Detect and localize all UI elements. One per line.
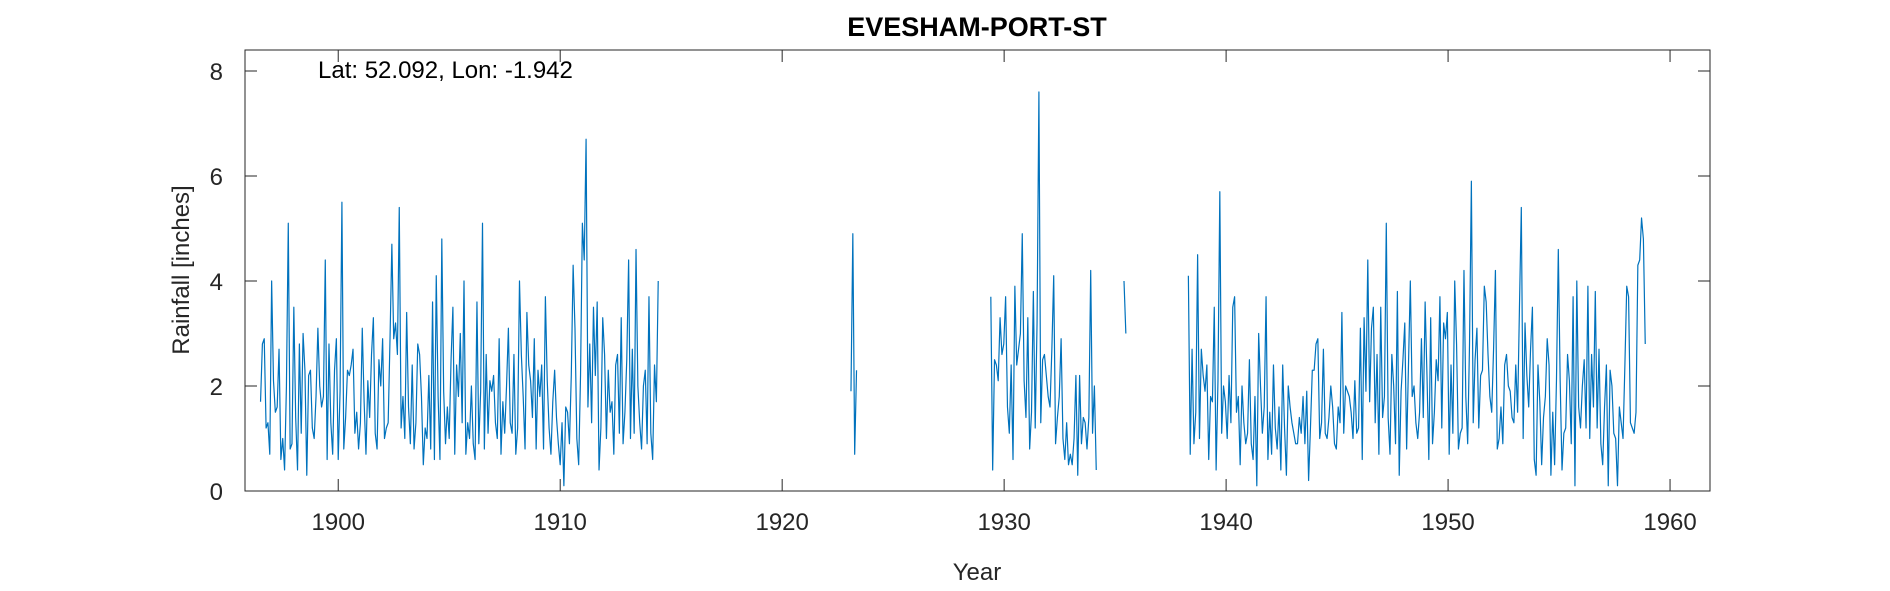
plot-area: 1900 1910 1920 1930 1940 1950 1960 0 2 4 6 8 bbox=[210, 49, 1711, 536]
y-axis-label: Rainfall [inches] bbox=[168, 185, 195, 354]
x-tick-label: 1940 bbox=[1199, 509, 1252, 536]
rainfall-line-segment bbox=[990, 91, 1097, 476]
x-axis-label: Year bbox=[953, 559, 1002, 586]
x-tick-label: 1960 bbox=[1643, 509, 1696, 536]
y-tick-label: 0 bbox=[210, 479, 223, 506]
y-tick-label: 2 bbox=[210, 374, 223, 401]
x-tick-label: 1950 bbox=[1421, 509, 1474, 536]
y-tick-label: 6 bbox=[210, 164, 223, 191]
location-annotation: Lat: 52.092, Lon: -1.942 bbox=[318, 57, 573, 84]
rainfall-line-segment bbox=[1123, 280, 1127, 334]
chart-title: EVESHAM-PORT-ST bbox=[847, 12, 1107, 42]
y-axis: 0 2 4 6 8 bbox=[210, 59, 1710, 506]
rainfall-line-segment bbox=[1187, 180, 1646, 487]
x-tick-label: 1930 bbox=[977, 509, 1030, 536]
y-tick-label: 8 bbox=[210, 59, 223, 86]
x-tick-label: 1910 bbox=[534, 509, 587, 536]
rainfall-line-segment bbox=[259, 138, 659, 487]
x-tick-label: 1900 bbox=[312, 509, 365, 536]
plot-frame bbox=[244, 49, 1711, 492]
y-tick-label: 4 bbox=[210, 269, 223, 296]
series-group bbox=[259, 91, 1646, 487]
rainfall-line-segment bbox=[850, 233, 858, 455]
x-tick-label: 1920 bbox=[755, 509, 808, 536]
x-axis: 1900 1910 1920 1930 1940 1950 1960 bbox=[312, 50, 1697, 536]
